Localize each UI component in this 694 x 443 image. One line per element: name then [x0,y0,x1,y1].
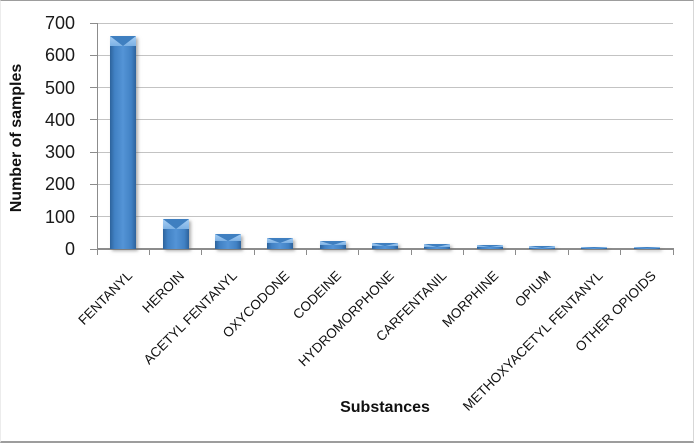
bar-top-bevel [320,241,346,245]
y-tick-mark [90,22,97,24]
y-tick-mark [90,87,97,89]
gridline [97,22,673,24]
y-tick-label: 100 [44,206,75,227]
bar-bevel-chevron [372,243,398,246]
bar-bevel-chevron [267,238,293,243]
bar-top-bevel [267,238,293,243]
bar-top-bevel [215,234,241,241]
x-tick-mark [463,249,465,255]
gridline [97,216,673,218]
bar [581,247,607,249]
bar [110,36,136,249]
bar-bevel-chevron [581,247,607,248]
bar [267,238,293,249]
x-tick-mark [567,249,569,255]
x-tick-mark [410,249,412,255]
category-label: HYDROMORPHONE [295,268,397,370]
bar [163,219,189,249]
y-tick-mark [90,119,97,121]
x-tick-mark [358,249,360,255]
y-tick-label: 400 [44,109,75,130]
bar-top-bevel [424,244,450,247]
bar [424,244,450,249]
y-tick-mark [90,54,97,56]
bar-top-bevel [110,36,136,46]
category-label: OPIUM [511,268,554,310]
x-tick-mark [620,249,622,255]
y-tick-mark [90,216,97,218]
x-tick-mark [305,249,307,255]
bar-top-bevel [372,243,398,246]
gridline [97,54,673,56]
gridline [97,119,673,121]
bar-bevel-chevron [477,245,503,247]
bar-top-bevel [634,247,660,248]
category-label: FENTANYL [75,268,135,328]
x-axis-title: Substances [340,399,430,416]
bar-bevel-chevron [424,244,450,247]
y-tick-label: 600 [44,45,75,66]
y-tick-label: 200 [44,174,75,195]
y-tick-label: 700 [44,13,75,33]
bar-bevel-chevron [320,241,346,245]
bar-bevel-chevron [634,247,660,248]
x-tick-mark [148,249,150,255]
y-axis-title: Number of samples [8,63,25,213]
y-tick-mark [90,248,97,250]
bar-bevel-chevron [163,219,189,229]
category-label: HEROIN [139,268,188,316]
y-tick-label: 500 [44,77,75,98]
gridline [97,87,673,89]
x-tick-mark [515,249,517,255]
category-label: CODEINE [290,268,345,323]
bar-bevel-chevron [215,234,241,241]
x-tick-mark [253,249,255,255]
y-tick-label: 300 [44,142,75,163]
x-tick-mark [201,249,203,255]
bar [529,246,555,249]
x-tick-mark [96,249,98,255]
y-tick-label: 0 [64,239,75,259]
bar-top-bevel [477,245,503,247]
bar-top-bevel [529,246,555,248]
gridline [97,151,673,153]
bar-bevel-chevron [529,246,555,248]
bar-top-bevel [581,247,607,248]
bar [320,241,346,249]
y-tick-mark [90,183,97,185]
bar-bevel-chevron [110,36,136,46]
bar-top-bevel [163,219,189,229]
category-label: ACETYL FENTANYL [140,268,240,368]
bar [477,245,503,249]
y-tick-mark [90,151,97,153]
gridline [97,183,673,185]
x-axis-line [97,248,674,250]
bar [634,247,660,249]
bar [372,243,398,249]
y-axis-line [97,23,98,255]
x-tick-mark [672,249,674,255]
bar [215,234,241,249]
